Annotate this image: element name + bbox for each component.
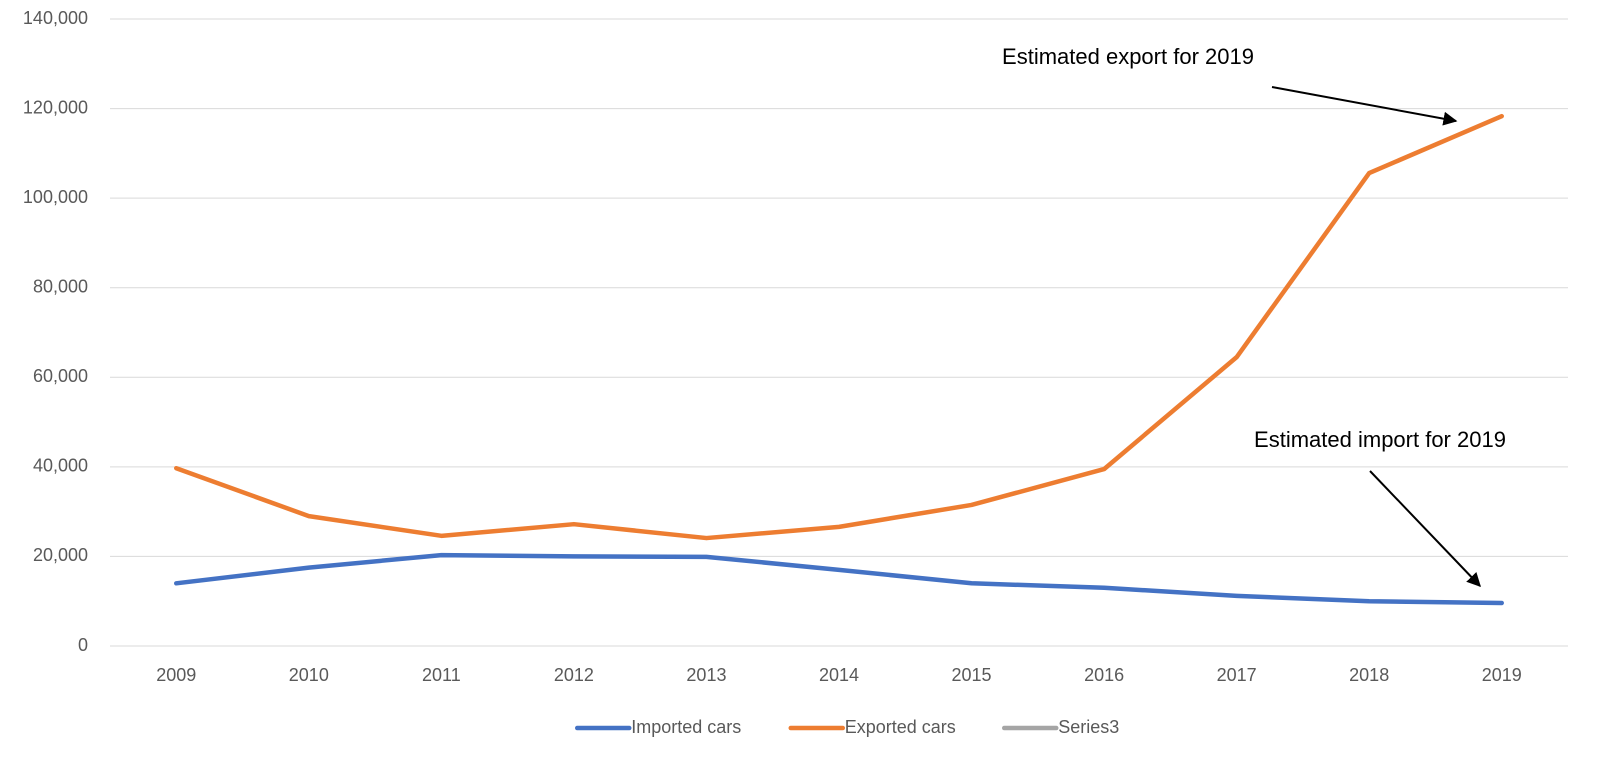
x-tick-label: 2015 [952, 665, 992, 685]
annotation-arrow [1271, 86, 1458, 126]
x-tick-label: 2019 [1482, 665, 1522, 685]
y-tick-label: 0 [78, 635, 88, 655]
annotation: Estimated import for 2019 [1254, 427, 1506, 452]
x-tick-label: 2017 [1217, 665, 1257, 685]
series-line [174, 552, 1504, 606]
x-tick-label: 2013 [686, 665, 726, 685]
x-tick-label: 2009 [156, 665, 196, 685]
x-tick-label: 2010 [289, 665, 329, 685]
annotation-arrow [1369, 470, 1481, 588]
legend-label: Exported cars [845, 717, 956, 737]
y-tick-label: 20,000 [33, 545, 88, 565]
annotation: Estimated export for 2019 [1002, 44, 1254, 69]
y-tick-label: 140,000 [23, 8, 88, 28]
x-tick-label: 2012 [554, 665, 594, 685]
x-tick-label: 2011 [422, 665, 461, 685]
x-tick-label: 2016 [1084, 665, 1124, 685]
y-tick-label: 80,000 [33, 276, 88, 296]
x-tick-label: 2018 [1349, 665, 1389, 685]
y-tick-label: 40,000 [33, 456, 88, 476]
y-tick-label: 100,000 [23, 187, 88, 207]
y-tick-label: 60,000 [33, 366, 88, 386]
x-tick-label: 2014 [819, 665, 859, 685]
legend-label: Imported cars [631, 717, 741, 737]
y-tick-label: 120,000 [23, 97, 88, 117]
series-line [174, 113, 1504, 541]
legend-label: Series3 [1058, 717, 1119, 737]
